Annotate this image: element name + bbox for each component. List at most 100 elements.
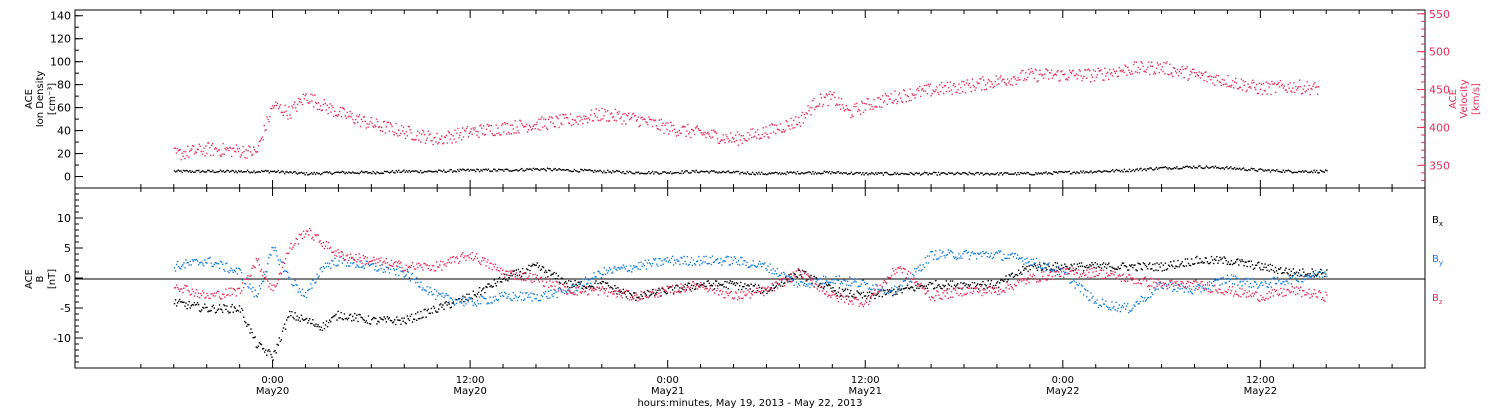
velocity-series-point bbox=[1128, 69, 1130, 71]
by-series-point bbox=[964, 250, 966, 252]
density-series-point bbox=[1096, 170, 1099, 173]
density-series-point bbox=[810, 173, 813, 175]
density-series-point bbox=[960, 173, 963, 175]
bx-series-point bbox=[1144, 264, 1147, 267]
velocity-series-point bbox=[765, 126, 767, 128]
by-series-point bbox=[1300, 274, 1302, 276]
velocity-series-point bbox=[857, 110, 859, 112]
velocity-series-point bbox=[220, 155, 222, 157]
velocity-series-point bbox=[1021, 70, 1023, 72]
by-series-point bbox=[943, 254, 945, 257]
density-series-point bbox=[540, 168, 542, 170]
bz-series-point bbox=[348, 257, 351, 259]
velocity-series-point bbox=[1034, 68, 1036, 70]
bx-series-point bbox=[1120, 264, 1123, 266]
bx-series-point bbox=[699, 286, 701, 288]
bx-series-point bbox=[497, 278, 500, 280]
bx-series-point bbox=[335, 313, 337, 316]
velocity-series-point bbox=[1066, 78, 1068, 80]
velocity-series-point bbox=[1140, 61, 1142, 63]
bz-series-point bbox=[490, 262, 492, 264]
bx-series-point bbox=[1152, 263, 1154, 266]
by-series-point bbox=[999, 251, 1001, 253]
density-series-point bbox=[225, 171, 227, 173]
velocity-series-point bbox=[638, 125, 640, 128]
bx-series-point bbox=[379, 316, 381, 319]
density-series-point bbox=[818, 172, 820, 174]
density-series-point bbox=[917, 173, 919, 175]
by-series-point bbox=[462, 297, 464, 299]
bx-series-point bbox=[329, 319, 331, 321]
velocity-series-point bbox=[905, 101, 908, 103]
density-series-point bbox=[1196, 167, 1199, 169]
velocity-series-point bbox=[628, 112, 630, 114]
density-series-point bbox=[1118, 169, 1120, 172]
by-series-point bbox=[1260, 282, 1262, 284]
by-series-point bbox=[972, 252, 975, 255]
bx-series-point bbox=[349, 313, 352, 316]
velocity-series-point bbox=[457, 127, 459, 130]
bx-series-point bbox=[1075, 267, 1077, 270]
by-series-point bbox=[950, 250, 953, 253]
by-series-point bbox=[497, 299, 500, 301]
velocity-series-point bbox=[731, 141, 733, 143]
by-series-point bbox=[855, 281, 857, 283]
bz-series-point bbox=[247, 275, 249, 277]
bz-series-point bbox=[353, 258, 355, 261]
density-series-point bbox=[1186, 165, 1188, 167]
bx-series-point bbox=[1233, 262, 1236, 265]
bz-series-point bbox=[182, 291, 184, 294]
velocity-series-point bbox=[954, 86, 956, 88]
bz-series-point bbox=[524, 271, 526, 274]
bx-series-point bbox=[822, 287, 825, 290]
density-series-point bbox=[1064, 170, 1067, 173]
velocity-series-point bbox=[543, 118, 545, 120]
by-series-point bbox=[279, 259, 282, 261]
velocity-series-point bbox=[338, 110, 341, 113]
bz-series-point bbox=[274, 286, 276, 288]
by-series-point bbox=[1107, 306, 1109, 309]
velocity-series-point bbox=[293, 103, 295, 106]
velocity-series-point bbox=[1195, 72, 1198, 74]
density-series-point bbox=[1258, 168, 1260, 171]
velocity-series-point bbox=[1033, 77, 1035, 80]
bx-series-point bbox=[1190, 258, 1193, 260]
velocity-series-point bbox=[995, 75, 997, 77]
bx-series-point bbox=[300, 314, 303, 316]
by-series-point bbox=[1323, 272, 1325, 274]
by-series-point bbox=[892, 289, 894, 292]
density-series-point bbox=[1300, 171, 1302, 173]
velocity-series-point bbox=[730, 132, 732, 134]
bx-series-point bbox=[1225, 259, 1227, 262]
bx-series-point bbox=[722, 283, 724, 286]
bz-series-point bbox=[472, 259, 474, 261]
by-series-point bbox=[880, 290, 882, 292]
by-series-point bbox=[840, 281, 843, 283]
bz-series-point bbox=[521, 273, 524, 275]
velocity-series-point bbox=[454, 129, 456, 131]
velocity-series-point bbox=[305, 93, 307, 95]
by-series-point bbox=[329, 262, 331, 265]
by-series-point bbox=[1231, 283, 1234, 285]
density-series-point bbox=[395, 170, 397, 172]
by-series-point bbox=[1121, 305, 1124, 307]
velocity-series-point bbox=[399, 134, 401, 137]
bx-series-point bbox=[1241, 259, 1243, 261]
velocity-series-point bbox=[368, 123, 370, 125]
bx-series-point bbox=[1102, 262, 1105, 264]
velocity-series-point bbox=[933, 90, 935, 93]
velocity-series-point bbox=[1297, 87, 1299, 89]
density-series-point bbox=[534, 168, 536, 171]
velocity-series-point bbox=[403, 133, 406, 135]
by-series-point bbox=[1230, 274, 1233, 276]
density-series-point bbox=[1249, 169, 1251, 171]
density-series-point bbox=[580, 168, 582, 171]
bx-series-point bbox=[744, 283, 746, 285]
bz-series-point bbox=[218, 296, 221, 298]
by-series-point bbox=[822, 275, 825, 277]
density-series-point bbox=[289, 171, 291, 173]
by-series-point bbox=[259, 288, 262, 290]
by-series-point bbox=[971, 251, 974, 253]
density-series-point bbox=[357, 172, 359, 174]
bx-series-point bbox=[601, 280, 603, 283]
